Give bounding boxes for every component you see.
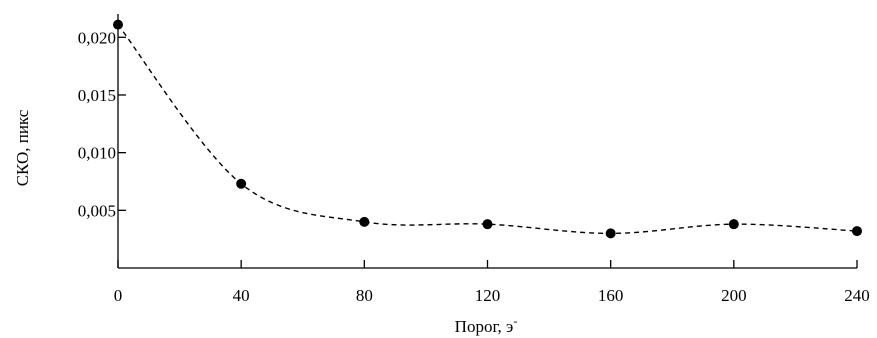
x-axis-title-superscript: - (513, 314, 517, 328)
x-axis-title: Порог, э- (455, 314, 518, 336)
data-point (605, 228, 616, 239)
data-point (113, 19, 123, 30)
y-tick-label: 0,010 (78, 144, 116, 163)
x-tick-label: 80 (356, 286, 373, 305)
x-axis-title-main: Порог, э (455, 317, 514, 336)
x-tick-label: 40 (233, 286, 250, 305)
y-ticks: 0,005 0,010 0,015 0,020 (78, 28, 126, 220)
data-point (482, 219, 493, 230)
y-tick-label: 0,015 (78, 86, 116, 105)
x-tick-label: 0 (114, 286, 123, 305)
data-points (113, 19, 862, 239)
y-tick-label: 0,020 (78, 28, 116, 47)
x-tick-label: 240 (844, 286, 870, 305)
data-point (359, 216, 370, 227)
x-tick-label: 160 (598, 286, 624, 305)
y-axis-title: СКО, пикс (13, 109, 32, 186)
x-tick-label: 120 (475, 286, 501, 305)
data-point (236, 178, 247, 189)
x-ticks: 0 40 80 120 160 200 240 (114, 260, 870, 305)
data-point (852, 226, 862, 237)
x-tick-label: 200 (721, 286, 747, 305)
y-tick-label: 0,005 (78, 201, 116, 220)
series-line (117, 24, 858, 235)
axes (117, 14, 857, 269)
data-point (728, 219, 739, 230)
